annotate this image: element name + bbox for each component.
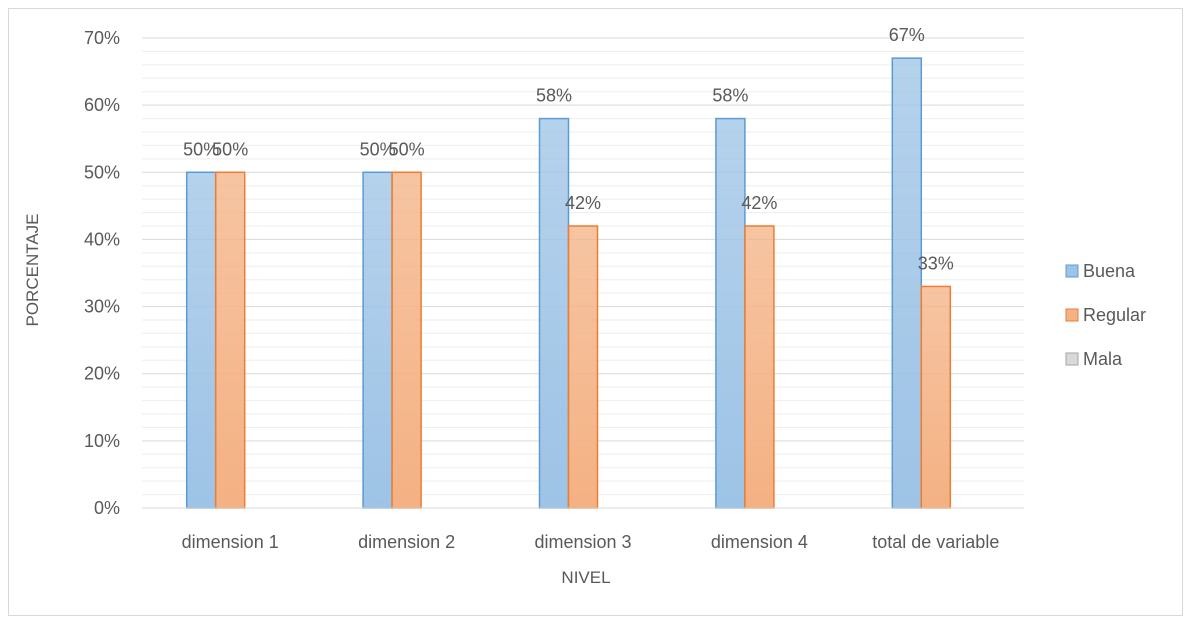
y-tick-label: 50%: [84, 162, 120, 182]
bar-regular-5: [920, 285, 952, 509]
y-tick-label: 70%: [84, 28, 120, 48]
bar-regular-1: [214, 171, 246, 509]
x-category-label: dimension 3: [534, 532, 631, 552]
data-label-regular: 33%: [918, 253, 954, 273]
bar-buena-4: [715, 117, 746, 509]
data-label-buena: 50%: [360, 139, 396, 159]
x-category-label: dimension 1: [182, 532, 279, 552]
bars: [185, 57, 952, 509]
chart-frame: [8, 8, 1183, 616]
data-label-buena: 67%: [889, 25, 925, 45]
x-category-label: dimension 2: [358, 532, 455, 552]
bar-buena-3: [538, 117, 570, 509]
bar-buena-1: [185, 171, 217, 509]
bar-buena-5: [891, 57, 923, 509]
legend-label-regular: Regular: [1083, 305, 1146, 325]
legend-label-mala: Mala: [1083, 349, 1123, 369]
data-label-regular: 42%: [741, 193, 777, 213]
x-category-label: total de variable: [872, 532, 999, 552]
y-tick-label: 60%: [84, 95, 120, 115]
y-tick-label: 10%: [84, 431, 120, 451]
legend-swatch-mala: [1065, 352, 1079, 366]
data-label-regular: 42%: [565, 193, 601, 213]
data-label-regular: 50%: [212, 139, 248, 159]
x-axis-title: NIVEL: [561, 568, 610, 587]
y-axis-title: PORCENTAJE: [23, 213, 42, 326]
data-label-buena: 58%: [712, 86, 748, 106]
data-label-buena: 58%: [536, 86, 572, 106]
legend-swatch-regular: [1065, 308, 1079, 322]
bar-buena-2: [362, 171, 393, 509]
data-labels: 50%50% 50%50%58%42%58%42%67%33%: [183, 25, 954, 273]
data-label-buena: 50%: [183, 139, 219, 159]
legend: Buena Regular Mala: [1065, 261, 1146, 369]
legend-label-buena: Buena: [1083, 261, 1136, 281]
bar-regular-2: [391, 171, 422, 509]
x-category-labels: dimension 1 dimension 2 dimension 3 dimensi…: [182, 532, 1000, 552]
y-tick-label: 20%: [84, 364, 120, 384]
bar-regular-4: [744, 225, 775, 509]
x-category-label: dimension 4: [711, 532, 808, 552]
data-label-regular: 50%: [389, 139, 425, 159]
y-tick-labels: 0% 10% 20% 30% 40% 50% 60% 70%: [84, 28, 120, 518]
legend-swatch-buena: [1065, 264, 1079, 278]
y-tick-label: 30%: [84, 297, 120, 317]
y-tick-label: 0%: [94, 498, 120, 518]
bar-regular-3: [567, 225, 599, 509]
y-tick-label: 40%: [84, 229, 120, 249]
